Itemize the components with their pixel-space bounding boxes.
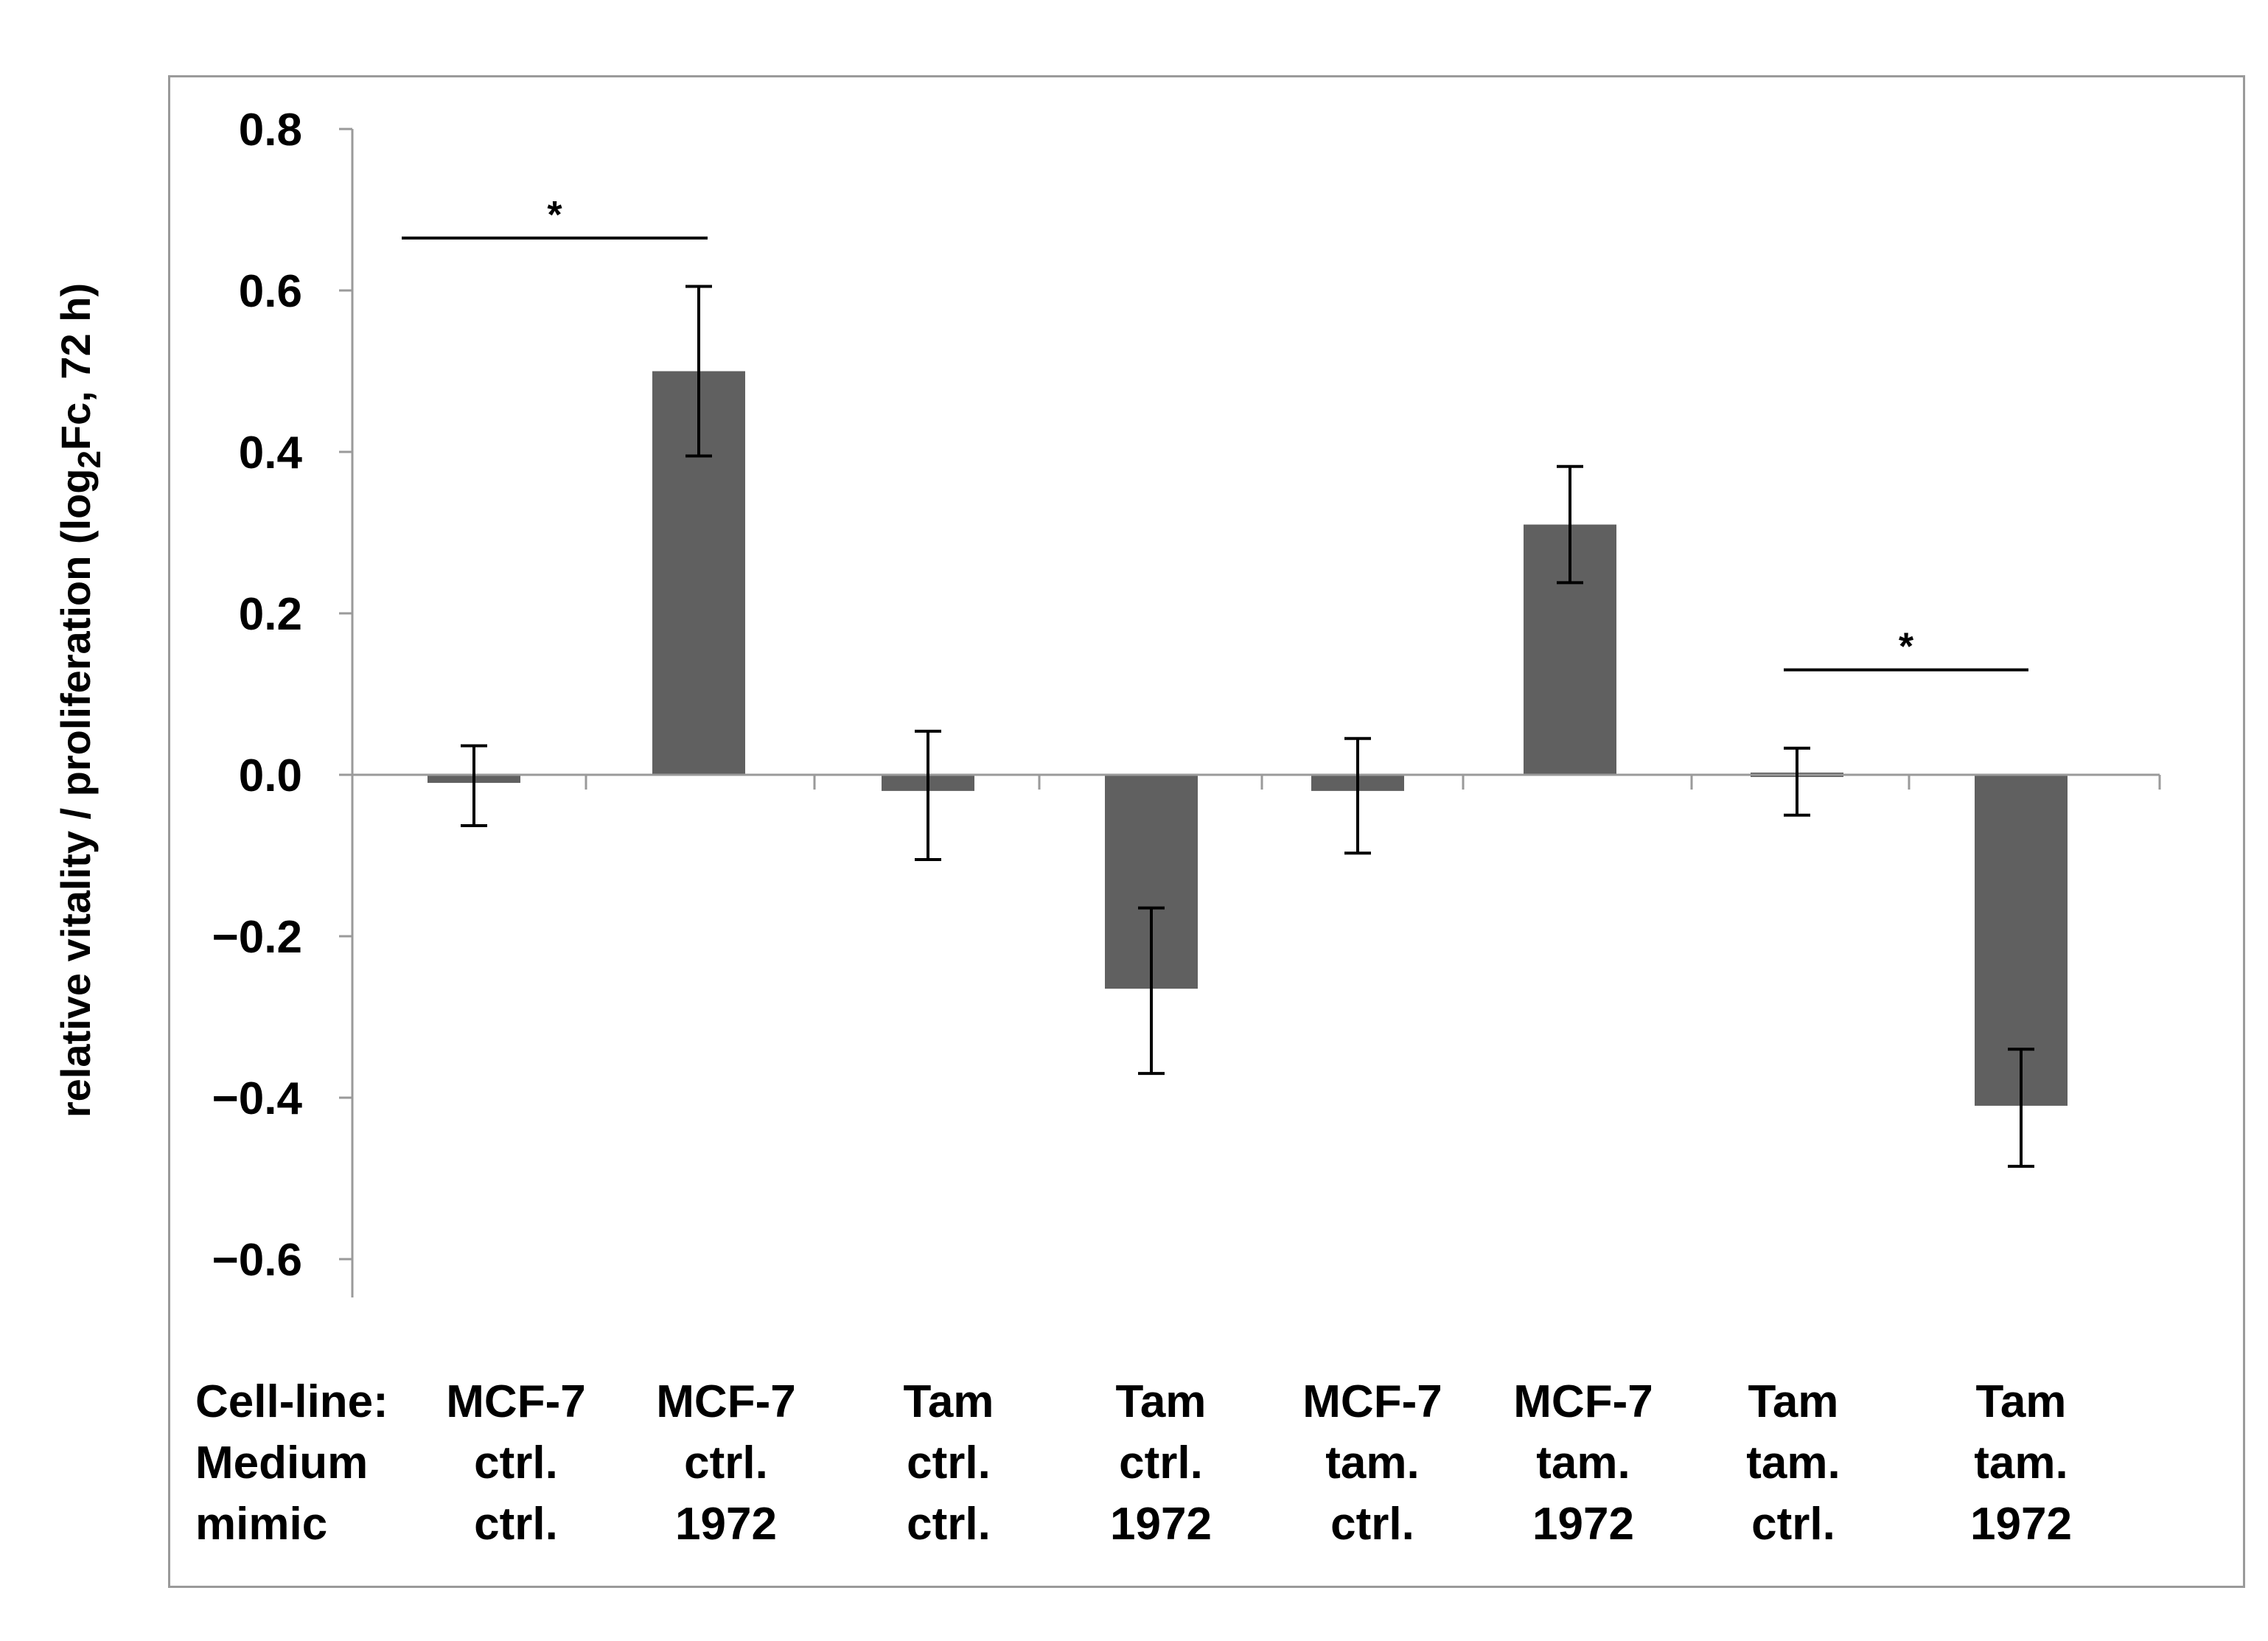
category-label-mimic: ctrl. [1330,1499,1414,1550]
category-label-mimic: ctrl. [1751,1499,1835,1550]
category-label-medium: tam. [1536,1438,1630,1488]
significance-marker: * [1899,626,1914,669]
significance-marker: * [547,194,562,237]
y-axis-label-rest: Fc, 72 h) [52,283,99,450]
category-label-mimic: 1972 [1532,1499,1634,1550]
category-label-medium: tam. [1325,1438,1419,1488]
category-label-medium: tam. [1746,1438,1840,1488]
category-label-medium: ctrl. [684,1438,768,1488]
y-tick-label: 0.0 [239,750,302,801]
y-tick-label: −0.2 [212,912,302,963]
category-label-cell-line: MCF-7 [1513,1376,1653,1427]
y-axis-label-main: relative vitality / proliferation (log [52,469,99,1118]
y-tick-label: 0.8 [239,105,302,156]
category-label-cell-line: Tam [1748,1376,1839,1427]
category-label-cell-line: MCF-7 [656,1376,795,1427]
category-label-mimic: 1972 [1970,1499,2072,1550]
category-label-cell-line: Tam [1976,1376,2067,1427]
y-axis-label: relative vitality / proliferation (log2F… [52,283,108,1118]
y-tick-label: 0.4 [239,428,303,478]
category-row-label: Cell-line: [195,1376,388,1427]
category-row-label: mimic [195,1499,327,1550]
chart-frame [168,75,2245,1588]
category-label-cell-line: Tam [1116,1376,1207,1427]
category-label-cell-line: MCF-7 [1302,1376,1442,1427]
y-tick-label: 0.6 [239,266,302,317]
category-label-mimic: ctrl. [907,1499,991,1550]
y-axis-label-subscript: 2 [71,450,108,468]
y-tick-label: −0.6 [212,1235,302,1286]
category-label-medium: ctrl. [907,1438,991,1488]
category-label-mimic: 1972 [675,1499,777,1550]
category-label-medium: ctrl. [474,1438,558,1488]
category-label-mimic: ctrl. [474,1499,558,1550]
category-label-medium: tam. [1974,1438,2068,1488]
y-tick-label: −0.4 [212,1073,303,1124]
y-tick-label: 0.2 [239,589,302,640]
category-label-medium: ctrl. [1119,1438,1203,1488]
category-label-cell-line: MCF-7 [446,1376,585,1427]
category-label-mimic: 1972 [1110,1499,1212,1550]
category-row-label: Medium [195,1438,368,1488]
category-label-cell-line: Tam [904,1376,994,1427]
